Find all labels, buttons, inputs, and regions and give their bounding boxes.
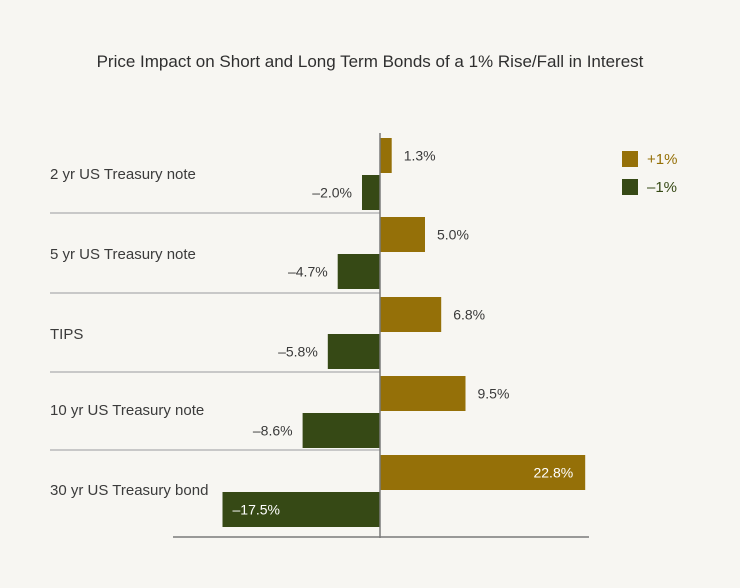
data-label-rise-1: 5.0%	[437, 227, 469, 243]
data-label-fall-4: –17.5%	[233, 502, 280, 518]
bar-rise-1	[380, 217, 425, 252]
data-label-fall-1: –4.7%	[288, 264, 328, 280]
bar-fall-2	[328, 334, 380, 369]
data-label-fall-0: –2.0%	[312, 185, 352, 201]
plot-area: 1.3% 5.0% 6.8% 9.5% 22.8% –2.0% –4.7% –5.8% –8.6…	[0, 0, 740, 588]
bar-rise-0	[380, 138, 392, 173]
bar-fall-0	[362, 175, 380, 210]
legend: +1% –1%	[622, 145, 677, 201]
data-label-fall-3: –8.6%	[253, 423, 293, 439]
data-label-rise-0: 1.3%	[404, 148, 436, 164]
bar-rise-3	[380, 376, 466, 411]
data-label-rise-2: 6.8%	[453, 307, 485, 323]
legend-item-rise: +1%	[622, 145, 677, 173]
bond-price-impact-chart: Price Impact on Short and Long Term Bond…	[0, 0, 740, 588]
bar-fall-1	[338, 254, 380, 289]
data-label-rise-4: 22.8%	[533, 465, 573, 481]
legend-item-fall: –1%	[622, 173, 677, 201]
legend-swatch-fall	[622, 179, 638, 195]
legend-label-rise: +1%	[647, 151, 677, 168]
legend-swatch-rise	[622, 151, 638, 167]
bar-rise-2	[380, 297, 441, 332]
data-label-rise-3: 9.5%	[478, 386, 510, 402]
data-label-fall-2: –5.8%	[278, 344, 318, 360]
legend-label-fall: –1%	[647, 179, 677, 196]
bar-fall-3	[303, 413, 380, 448]
